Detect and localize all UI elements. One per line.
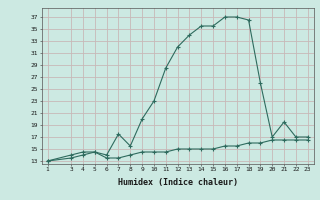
X-axis label: Humidex (Indice chaleur): Humidex (Indice chaleur) — [118, 178, 237, 187]
